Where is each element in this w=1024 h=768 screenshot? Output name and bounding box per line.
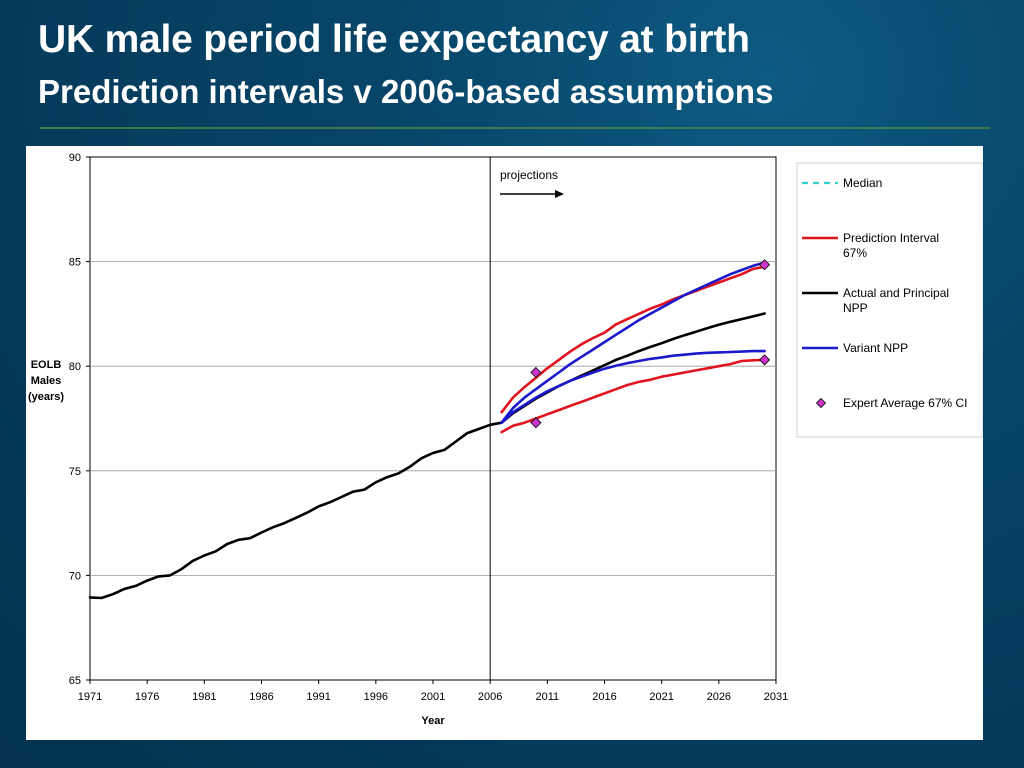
x-axis-label: Year (421, 715, 445, 727)
expert-marker-2 (759, 259, 771, 271)
x-tick-label: 1986 (249, 691, 273, 703)
x-tick-label: 1981 (192, 691, 216, 703)
y-axis-label-line-1: EOLB (31, 359, 62, 371)
x-tick-labels: 1971 1976 1981 1986 1991 1996 2001 2006 2011 2016… (78, 680, 788, 703)
series-layer (88, 261, 766, 600)
y-tick-label: 85 (69, 257, 81, 269)
slide-title: UK male period life expectancy at birth (38, 18, 750, 61)
x-tick-label: 1991 (306, 691, 330, 703)
grid-lines (90, 261, 776, 576)
legend-swatch-expert-marker (815, 397, 827, 409)
x-tick-label: 2031 (764, 691, 788, 703)
series-line-4 (500, 349, 766, 425)
legend-label: Actual and Principal NPP (843, 286, 949, 315)
expert-marker-3 (759, 354, 771, 366)
y-tick-label: 75 (69, 466, 81, 478)
y-tick-label: 65 (69, 675, 81, 687)
x-tick-label: 2021 (649, 691, 673, 703)
life-expectancy-chart: 65 70 75 80 85 90 1971 1976 1981 1986 1991 1996 200… (28, 152, 984, 727)
series-line-3 (500, 261, 766, 425)
plot-area (89, 156, 777, 681)
slide-subtitle: Prediction intervals v 2006-based assump… (38, 73, 774, 110)
y-tick-label: 90 (69, 152, 81, 164)
legend-label: Prediction Interval 67% (843, 231, 939, 260)
title-divider (40, 127, 990, 129)
x-tick-label: 2026 (707, 691, 731, 703)
x-tick-label: 2016 (592, 691, 616, 703)
x-tick-label: 1996 (364, 691, 388, 703)
expert-marker-1 (530, 417, 542, 429)
expert-marker-0 (530, 366, 542, 379)
y-tick-label: 80 (69, 361, 81, 373)
series-line-2 (500, 358, 766, 434)
y-tick-labels: 65 70 75 80 85 90 (69, 152, 90, 687)
marker-layer (530, 259, 771, 429)
series-line-1 (500, 265, 766, 414)
y-axis-label-line-3: (years) (28, 391, 64, 403)
series-line-0 (88, 312, 766, 600)
legend-label: Median (843, 176, 882, 190)
projections-arrow (500, 190, 564, 198)
legend-label: Expert Average 67% CI (843, 396, 968, 410)
projections-annotation: projections (500, 168, 558, 182)
x-tick-label: 1976 (135, 691, 159, 703)
legend: Median Prediction Interval 67% Actual and P… (802, 176, 968, 410)
x-tick-label: 2011 (536, 691, 560, 703)
x-tick-label: 1971 (78, 691, 102, 703)
y-axis-label-line-2: Males (31, 375, 62, 387)
y-tick-label: 70 (69, 570, 81, 582)
x-tick-label: 2001 (421, 691, 445, 703)
chart-panel: 65 70 75 80 85 90 1971 1976 1981 1986 1991 1996 200… (26, 146, 984, 740)
x-tick-label: 2006 (478, 691, 502, 703)
legend-label: Variant NPP (843, 341, 908, 355)
legend-box (796, 162, 984, 438)
